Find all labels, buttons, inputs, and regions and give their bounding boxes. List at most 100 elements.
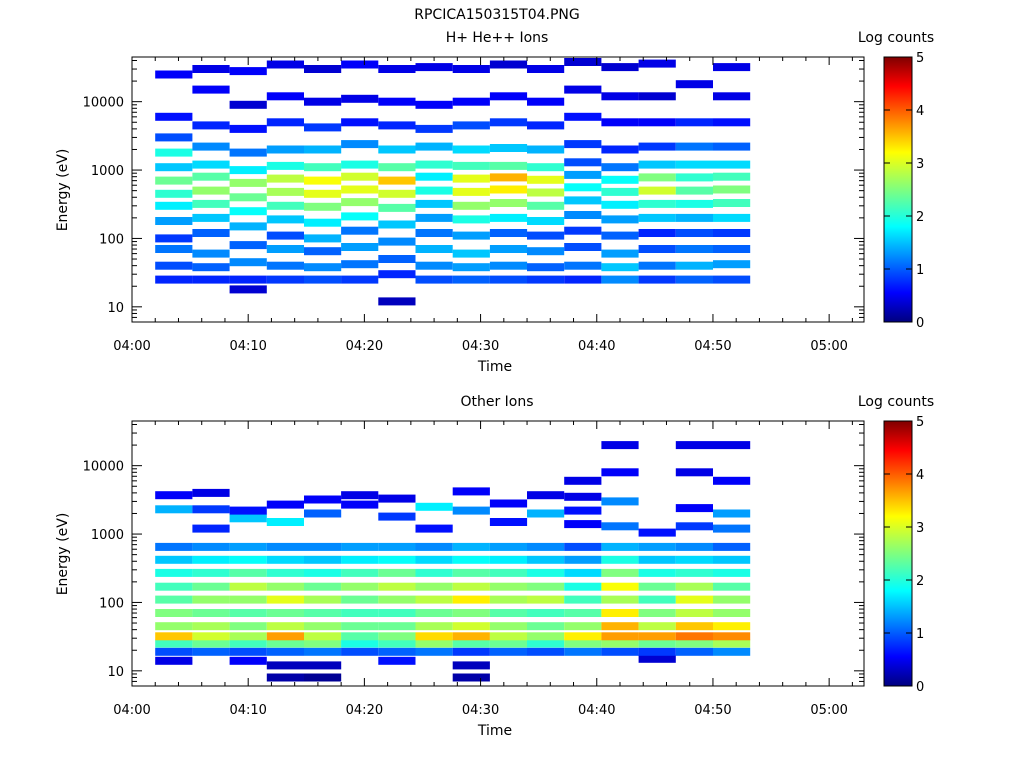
heatmap-cell xyxy=(415,582,453,591)
heatmap-cell xyxy=(601,215,639,224)
heatmap-cell xyxy=(378,542,416,551)
heatmap-cell xyxy=(713,595,751,604)
heatmap-cell xyxy=(155,189,193,198)
heatmap-cell xyxy=(452,673,490,682)
heatmap-cell xyxy=(713,568,751,577)
heatmap-cell xyxy=(192,595,230,604)
heatmap-cell xyxy=(304,145,342,154)
heatmap-cell xyxy=(155,245,193,253)
heatmap-cell xyxy=(564,112,602,121)
heatmap-cell xyxy=(564,568,602,577)
figure-title: RPCICA150315T04.PNG xyxy=(414,7,579,23)
heatmap-cell xyxy=(564,170,602,179)
heatmap-cell xyxy=(266,92,304,101)
heatmap-cell xyxy=(192,622,230,631)
heatmap-cell xyxy=(489,213,528,222)
heatmap-cell xyxy=(601,200,639,209)
heatmap-cell xyxy=(155,217,193,225)
heatmap-cell xyxy=(713,555,751,564)
heatmap-cell xyxy=(564,595,602,604)
heatmap-cell xyxy=(564,542,602,551)
heatmap-cell xyxy=(601,441,639,450)
heatmap-cell xyxy=(675,186,713,195)
heatmap-cell xyxy=(638,582,676,591)
heatmap-cell xyxy=(229,193,267,202)
heatmap-cell xyxy=(638,92,676,101)
heatmap-cell xyxy=(229,275,267,284)
heatmap-cell xyxy=(489,229,528,237)
heatmap-cell xyxy=(527,639,565,648)
heatmap-cell xyxy=(713,92,751,101)
heatmap-cell xyxy=(304,647,342,656)
x-tick-label: 04:00 xyxy=(113,339,150,354)
heatmap-cell xyxy=(638,542,676,551)
heatmap-cell xyxy=(713,160,751,169)
heatmap-cell xyxy=(638,229,676,237)
y-tick-label: 1000 xyxy=(91,528,124,543)
heatmap-cell xyxy=(527,121,565,130)
heatmap-cell xyxy=(229,632,267,641)
heatmap-cell xyxy=(192,142,230,151)
heatmap-cell xyxy=(564,261,602,270)
heatmap-cell xyxy=(304,263,342,272)
heatmap-cell xyxy=(266,174,304,183)
heatmap-cell xyxy=(304,495,342,504)
heatmap-cell xyxy=(266,673,304,682)
heatmap-cell xyxy=(452,487,490,496)
heatmap-cell xyxy=(564,58,602,66)
heatmap-cell xyxy=(378,297,416,306)
heatmap-cell xyxy=(415,160,453,169)
heatmap-cell xyxy=(266,632,304,641)
heatmap-cell xyxy=(489,275,528,284)
heatmap-cell xyxy=(192,160,230,169)
heatmap-cell xyxy=(192,609,230,617)
y-axis-label: Energy (eV) xyxy=(55,513,71,596)
x-tick-label: 05:00 xyxy=(810,339,847,354)
heatmap-cell xyxy=(155,275,193,284)
heatmap-cell xyxy=(341,568,379,577)
heatmap-cell xyxy=(489,92,528,101)
heatmap-cell xyxy=(675,595,713,604)
heatmap-cell xyxy=(527,647,565,656)
heatmap-cell xyxy=(601,632,639,641)
x-tick-label: 04:20 xyxy=(346,703,383,718)
heatmap-cell xyxy=(452,622,490,631)
heatmap-cell xyxy=(229,207,267,216)
heatmap-cell xyxy=(675,555,713,564)
heatmap-cell xyxy=(304,568,342,577)
heatmap-cell xyxy=(266,60,304,69)
heatmap-cell xyxy=(452,201,490,210)
heatmap-cell xyxy=(155,176,193,185)
heatmap-cell xyxy=(341,542,379,551)
heatmap-cell xyxy=(192,582,230,591)
heatmap-cell xyxy=(378,255,416,263)
y-tick-label: 100 xyxy=(99,232,124,247)
heatmap-cell xyxy=(229,285,267,294)
heatmap-cell xyxy=(564,476,602,485)
heatmap-cell xyxy=(489,60,528,69)
heatmap-cell xyxy=(378,555,416,564)
heatmap-cell xyxy=(155,112,193,121)
heatmap-cell xyxy=(452,595,490,604)
heatmap-cell xyxy=(415,261,453,270)
heatmap-cell xyxy=(415,124,453,133)
y-tick-label: 10 xyxy=(107,665,124,680)
heatmap-cell xyxy=(229,542,267,551)
heatmap-cell xyxy=(304,247,342,256)
heatmap-cell xyxy=(601,92,639,101)
heatmap-cell xyxy=(638,528,676,537)
heatmap-cell xyxy=(192,505,230,514)
heatmap-cells xyxy=(155,441,751,682)
heatmap-cell xyxy=(304,622,342,631)
heatmap-cell xyxy=(713,199,751,207)
heatmap-cell xyxy=(564,520,602,529)
heatmap-cell xyxy=(601,647,639,656)
colorbar-tick-label: 2 xyxy=(916,574,924,589)
heatmap-cell xyxy=(489,173,528,182)
heatmap-cell xyxy=(527,247,565,256)
heatmap-cell xyxy=(489,118,528,127)
heatmap-cell xyxy=(564,183,602,192)
heatmap-cell xyxy=(527,217,565,225)
heatmap-cell xyxy=(192,229,230,237)
heatmap-cell xyxy=(266,215,304,224)
